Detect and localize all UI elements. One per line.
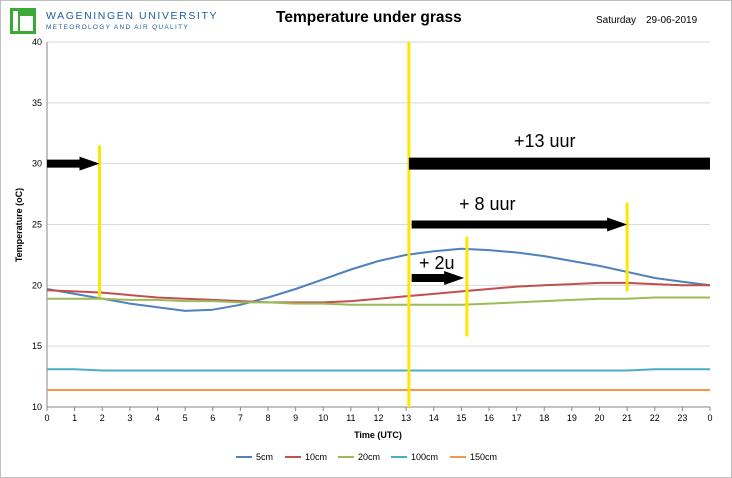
legend-label: 150cm bbox=[470, 452, 498, 462]
legend-item-150cm: 150cm bbox=[450, 452, 497, 462]
y-tick-labels: 10 15 20 25 30 35 40 bbox=[32, 37, 42, 412]
legend-label: 10cm bbox=[305, 452, 328, 462]
x-tick-label: 19 bbox=[567, 413, 577, 423]
x-tick-label: 20 bbox=[594, 413, 604, 423]
university-logo bbox=[10, 8, 36, 34]
university-name: WAGENINGEN UNIVERSITY bbox=[46, 10, 219, 22]
annotation-plus8: + 8 uur bbox=[459, 194, 516, 214]
legend-item-20cm: 20cm bbox=[338, 452, 380, 462]
series-line-10cm bbox=[46, 281, 710, 304]
legend-swatch bbox=[236, 456, 252, 458]
annotation-plus13: +13 uur bbox=[514, 131, 576, 151]
series-lines bbox=[46, 247, 711, 391]
legend-label: 20cm bbox=[358, 452, 381, 462]
x-tick-label: 3 bbox=[127, 413, 132, 423]
x-tick-label: 0 bbox=[707, 413, 712, 423]
x-tick-label: 2 bbox=[100, 413, 105, 423]
series-line-100cm bbox=[47, 368, 710, 372]
x-tick-label: 12 bbox=[373, 413, 383, 423]
annotation-arrow-3 bbox=[411, 217, 628, 232]
annotation-arrows bbox=[47, 156, 710, 286]
y-tick-label: 40 bbox=[32, 37, 42, 47]
x-tick-label: 1 bbox=[72, 413, 77, 423]
x-tick-label: 21 bbox=[622, 413, 632, 423]
legend-swatch bbox=[450, 456, 466, 458]
y-tick-label: 20 bbox=[32, 280, 42, 290]
chart-title: Temperature under grass bbox=[276, 9, 462, 26]
x-tick-label: 6 bbox=[210, 413, 215, 423]
y-tick-label: 30 bbox=[32, 159, 42, 169]
legend-item-5cm: 5cm bbox=[236, 452, 273, 462]
annotation-arrow-1 bbox=[47, 156, 100, 171]
x-tick-label: 11 bbox=[346, 413, 355, 423]
x-tick-label: 16 bbox=[484, 413, 494, 423]
x-tick-label: 4 bbox=[155, 413, 160, 423]
legend-item-100cm: 100cm bbox=[391, 452, 438, 462]
y-tick-label: 15 bbox=[32, 341, 42, 351]
annotation-arrow-4 bbox=[411, 271, 465, 286]
x-tick-labels: 0 1 2 3 4 5 6 7 8 9 10 11 12 13 14 15 16 17 18 19 20 21 22 23 0 bbox=[44, 413, 712, 423]
legend-label: 5cm bbox=[256, 452, 274, 462]
x-tick-label: 22 bbox=[650, 413, 660, 423]
weekday-label: Saturday bbox=[596, 15, 637, 26]
department-name: METEOROLOGY AND AIR QUALITY bbox=[46, 24, 189, 31]
x-tick-label: 15 bbox=[456, 413, 466, 423]
y-tick-label: 10 bbox=[32, 402, 42, 412]
x-tick-label: 17 bbox=[512, 413, 522, 423]
x-tick-label: 10 bbox=[318, 413, 328, 423]
x-tick-label: 9 bbox=[293, 413, 298, 423]
x-tick-label: 14 bbox=[429, 413, 439, 423]
x-tick-label: 8 bbox=[265, 413, 270, 423]
axes bbox=[46, 42, 711, 411]
series-line-20cm bbox=[47, 296, 710, 306]
legend-swatch bbox=[285, 456, 301, 458]
x-tick-label: 5 bbox=[183, 413, 188, 423]
date-label: 29-06-2019 bbox=[646, 15, 698, 26]
legend-swatch bbox=[338, 456, 354, 458]
legend-label: 100cm bbox=[411, 452, 439, 462]
x-tick-label: 18 bbox=[539, 413, 549, 423]
highlight-markers bbox=[97, 42, 629, 407]
legend-swatch bbox=[391, 456, 407, 458]
annotation-plus2: + 2u bbox=[419, 253, 455, 273]
series-line-5cm bbox=[46, 247, 711, 312]
legend: 5cm 10cm 20cm 100cm 150cm bbox=[0, 452, 732, 472]
legend-item-10cm: 10cm bbox=[285, 452, 327, 462]
y-tick-label: 25 bbox=[32, 220, 42, 230]
x-tick-label: 13 bbox=[401, 413, 411, 423]
y-tick-label: 35 bbox=[32, 98, 42, 108]
y-axis-label: Temperature (oC) bbox=[14, 188, 24, 262]
x-tick-label: 0 bbox=[44, 413, 49, 423]
x-axis-label: Time (UTC) bbox=[354, 430, 402, 440]
x-tick-label: 7 bbox=[238, 413, 243, 423]
annotation-arrow-2 bbox=[408, 157, 710, 170]
x-tick-label: 23 bbox=[677, 413, 687, 423]
